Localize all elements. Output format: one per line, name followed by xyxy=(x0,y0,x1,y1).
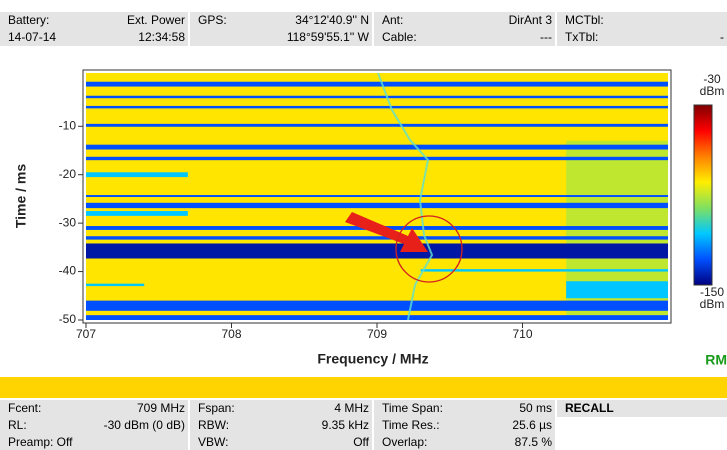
heat-cell xyxy=(86,123,668,127)
x-tick-label: 707 xyxy=(76,327,96,341)
info-cell: TxTbl: - xyxy=(557,29,727,46)
heat-cell xyxy=(86,95,668,99)
highlight-circle xyxy=(395,215,463,283)
heat-cell xyxy=(86,315,668,320)
info-label: Preamp: Off xyxy=(8,435,73,449)
x-tick-label: 708 xyxy=(221,327,241,341)
info-value: Off xyxy=(353,435,369,449)
y-tick-label: -50 xyxy=(59,312,77,326)
heat-cell xyxy=(86,105,668,109)
heat-cell xyxy=(86,236,668,240)
y-tick-label: -20 xyxy=(59,167,77,181)
x-tick-label: 710 xyxy=(512,327,532,341)
info-label: Cable: xyxy=(382,30,417,44)
colorbar-unit: dBm xyxy=(700,84,725,98)
info-cell: VBW: Off xyxy=(190,434,372,450)
info-value: -30 dBm (0 dB) xyxy=(103,418,185,432)
colorbar-unit: dBm xyxy=(700,297,725,311)
info-cell: Battery: Ext. Power xyxy=(0,12,188,29)
info-label: RECALL xyxy=(565,401,614,415)
info-value: 34°12'40.9'' N xyxy=(295,13,369,27)
status-bar xyxy=(0,377,727,398)
heat-cell xyxy=(86,156,668,161)
heat-cell xyxy=(86,243,668,259)
signal-trace xyxy=(377,73,434,320)
info-value: 118°59'55.1'' W xyxy=(286,30,369,44)
info-cell: Time Span: 50 ms xyxy=(374,400,555,417)
y-tick-label: -40 xyxy=(59,264,77,278)
info-value: --- xyxy=(540,30,552,44)
colorbar-tick-label: -150 xyxy=(700,285,724,299)
info-label: Fspan: xyxy=(198,401,235,415)
info-cell: RECALL xyxy=(557,400,727,417)
info-value: 87.5 % xyxy=(514,435,552,449)
info-cell: Preamp: Off xyxy=(0,434,188,450)
info-cell: GPS: 34°12'40.9'' N xyxy=(190,12,372,29)
info-label: MCTbl: xyxy=(565,13,604,27)
info-value: 4 MHz xyxy=(334,401,369,415)
info-label: RBW: xyxy=(198,418,230,432)
y-axis-label: Time / ms xyxy=(13,164,29,229)
colorbar-tick-label: -30 xyxy=(703,72,721,86)
heat-cell xyxy=(86,202,668,209)
heat-cell xyxy=(86,144,668,150)
info-value: 709 MHz xyxy=(136,401,185,415)
x-axis-label: Frequency / MHz xyxy=(317,351,428,367)
heat-cell xyxy=(566,281,668,299)
info-label: Ant: xyxy=(382,13,404,27)
info-value: 12:34:58 xyxy=(138,30,185,44)
info-cell: RL: -30 dBm (0 dB) xyxy=(0,417,188,434)
mode-label: RM xyxy=(705,352,727,368)
info-cell: MCTbl: xyxy=(557,12,727,29)
info-label: TxTbl: xyxy=(565,30,599,44)
info-label: Time Res.: xyxy=(382,418,440,432)
info-value: DirAnt 3 xyxy=(508,13,552,27)
info-label: Battery: xyxy=(8,13,50,27)
info-cell: RBW: 9.35 kHz xyxy=(190,417,372,434)
info-label: GPS: xyxy=(198,13,227,27)
heat-cell xyxy=(86,300,668,311)
info-label: 14-07-14 xyxy=(8,30,57,44)
info-value: Ext. Power xyxy=(126,13,185,27)
info-cell: Cable: --- xyxy=(374,29,555,46)
arrow xyxy=(345,212,428,252)
heat-cell xyxy=(86,283,145,287)
heat-cell xyxy=(86,172,188,178)
y-tick-label: -30 xyxy=(59,215,77,229)
y-tick-label: -10 xyxy=(59,118,77,132)
heat-cell xyxy=(86,81,668,87)
info-cell: Overlap: 87.5 % xyxy=(374,434,555,450)
info-value: 25.6 µs xyxy=(512,418,552,432)
x-tick-label: 709 xyxy=(367,327,387,341)
info-cell: Fspan: 4 MHz xyxy=(190,400,372,417)
info-cell: Ant: DirAnt 3 xyxy=(374,12,555,29)
heat-cell xyxy=(420,269,668,272)
info-value: - xyxy=(720,30,724,44)
heat-cell xyxy=(86,195,668,197)
info-cell: 118°59'55.1'' W xyxy=(190,29,372,46)
info-value: 9.35 kHz xyxy=(321,418,369,432)
info-cell: 14-07-14 12:34:58 xyxy=(0,29,188,46)
info-cell: Time Res.: 25.6 µs xyxy=(374,417,555,434)
info-value: 50 ms xyxy=(519,401,552,415)
info-label: VBW: xyxy=(198,435,229,449)
info-cell: Fcent: 709 MHz xyxy=(0,400,188,417)
colorbar xyxy=(693,104,713,286)
heat-cell xyxy=(86,211,188,216)
info-label: Fcent: xyxy=(8,401,42,415)
info-label: Overlap: xyxy=(382,435,428,449)
info-label: Time Span: xyxy=(382,401,443,415)
info-label: RL: xyxy=(8,418,27,432)
heatmap xyxy=(86,73,668,320)
